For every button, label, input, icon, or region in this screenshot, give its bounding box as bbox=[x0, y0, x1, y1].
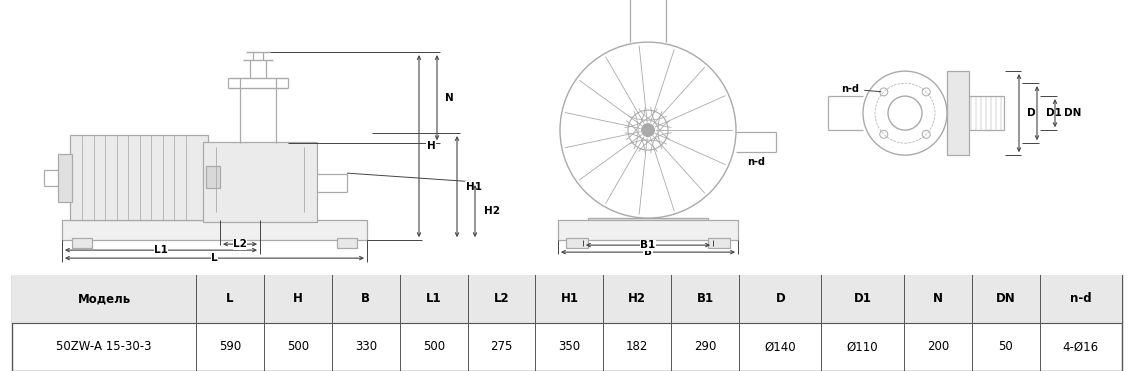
Text: D1: D1 bbox=[1046, 108, 1061, 118]
Text: L: L bbox=[211, 253, 218, 263]
Text: 50ZW-A 15-30-3: 50ZW-A 15-30-3 bbox=[57, 340, 152, 354]
Text: D1: D1 bbox=[854, 292, 872, 305]
Bar bbox=[566, 238, 589, 248]
Text: H2: H2 bbox=[628, 292, 646, 305]
Text: DN: DN bbox=[996, 292, 1016, 305]
Text: 4-Ø16: 4-Ø16 bbox=[1063, 340, 1099, 354]
Bar bbox=[947, 71, 968, 155]
Text: 500: 500 bbox=[423, 340, 445, 354]
Text: N: N bbox=[933, 292, 942, 305]
Bar bbox=[589, 218, 708, 220]
Text: 590: 590 bbox=[219, 340, 242, 354]
Bar bbox=[70, 135, 208, 220]
Bar bbox=[558, 220, 738, 240]
Bar bbox=[337, 238, 357, 248]
Text: L1: L1 bbox=[426, 292, 441, 305]
Text: n-d: n-d bbox=[1070, 292, 1092, 305]
Text: Модель: Модель bbox=[77, 292, 130, 305]
Text: L2: L2 bbox=[493, 292, 509, 305]
Text: H1: H1 bbox=[466, 182, 482, 192]
Text: n-d: n-d bbox=[841, 84, 881, 94]
Text: H2: H2 bbox=[484, 206, 500, 216]
Text: L: L bbox=[227, 292, 234, 305]
Text: 330: 330 bbox=[355, 340, 376, 354]
Bar bbox=[62, 220, 367, 240]
Text: n-d: n-d bbox=[747, 157, 765, 167]
Text: 350: 350 bbox=[558, 340, 581, 354]
Bar bbox=[708, 238, 730, 248]
Text: D: D bbox=[1027, 108, 1035, 118]
Circle shape bbox=[641, 123, 655, 137]
Text: B: B bbox=[362, 292, 371, 305]
Text: 290: 290 bbox=[694, 340, 717, 354]
Text: Ø110: Ø110 bbox=[847, 340, 879, 354]
Text: 50: 50 bbox=[998, 340, 1013, 354]
Bar bbox=[206, 166, 220, 188]
Text: 182: 182 bbox=[626, 340, 649, 354]
Text: H: H bbox=[293, 292, 303, 305]
Text: N: N bbox=[445, 93, 454, 103]
Text: 500: 500 bbox=[287, 340, 310, 354]
Bar bbox=[71, 238, 92, 248]
Text: H1: H1 bbox=[560, 292, 578, 305]
Text: L2: L2 bbox=[234, 239, 247, 249]
Text: L1: L1 bbox=[154, 245, 168, 255]
Text: B: B bbox=[644, 247, 652, 257]
Text: 200: 200 bbox=[926, 340, 949, 354]
Bar bbox=[58, 154, 71, 202]
Text: DN: DN bbox=[1064, 108, 1082, 118]
Text: Ø140: Ø140 bbox=[764, 340, 796, 354]
Text: 275: 275 bbox=[490, 340, 513, 354]
Text: D: D bbox=[776, 292, 785, 305]
Bar bbox=[203, 142, 318, 222]
Bar bbox=[12, 275, 1122, 323]
Text: B1: B1 bbox=[641, 240, 655, 250]
Text: H: H bbox=[428, 141, 435, 151]
Text: B1: B1 bbox=[696, 292, 713, 305]
